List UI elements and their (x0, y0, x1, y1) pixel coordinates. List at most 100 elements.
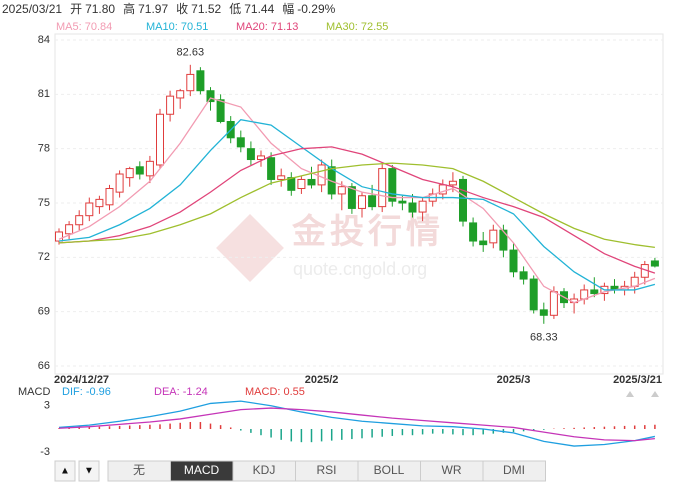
candle-body (236, 137, 245, 148)
x-tick-label: 2025/3 (497, 374, 531, 386)
candle-body (125, 168, 134, 179)
y-tick-label: 69 (38, 306, 50, 318)
candle-body (55, 231, 63, 242)
candle-body (368, 195, 377, 208)
candle-body (196, 70, 205, 92)
quote-header: 2025/03/21 开 71.80 高 71.97 收 71.52 低 71.44 幅 -0.29… (2, 1, 336, 16)
candle-body (206, 90, 215, 103)
quote-item: 低 (229, 2, 241, 16)
quote-item: 71.52 (191, 2, 221, 16)
candle-body (448, 180, 457, 186)
scroll-marker (626, 391, 659, 397)
candle-body (166, 95, 175, 115)
legend-entry: MA30: 72.55 (326, 21, 388, 33)
legend-entry: MA5: 70.84 (56, 21, 112, 33)
legend-entry: DIF: -0.96 (62, 386, 111, 398)
candle-body (388, 168, 397, 202)
candle-body (95, 198, 104, 208)
indicator-line (58, 407, 655, 442)
indicator-line (58, 97, 656, 304)
tab-label[interactable]: RSI (316, 463, 336, 477)
candle-body (176, 90, 185, 99)
candle-body (257, 155, 265, 161)
arrow-label[interactable]: ▼ (84, 466, 94, 477)
tab-label[interactable]: DMI (503, 463, 525, 477)
arrow-button[interactable] (54, 460, 76, 482)
candle-body (459, 178, 467, 222)
quote-item: 2025/03/21 (2, 2, 62, 16)
candle-body (267, 157, 276, 180)
quote-item: 71.97 (138, 2, 168, 16)
x-tick-label: 2025/2 (305, 374, 339, 386)
y-tick-label: 3 (44, 400, 50, 412)
candle-body (75, 215, 84, 226)
tab-label[interactable]: BOLL (374, 463, 405, 477)
indicator-line (58, 146, 656, 274)
candle-body (277, 175, 286, 180)
tab-label[interactable]: KDJ (253, 463, 276, 477)
candle-body (549, 291, 558, 316)
legend-entry: DEA: -1.24 (154, 386, 208, 398)
quote-item: -0.29% (297, 2, 335, 16)
candle-body (156, 113, 164, 166)
quote-item: 幅 (282, 1, 294, 16)
candle-body (590, 289, 599, 295)
candle-body (408, 202, 417, 213)
candle-body (135, 166, 144, 175)
candle-body (317, 164, 326, 186)
candle-body (519, 271, 528, 280)
legend-entry: MACD: 0.55 (245, 386, 305, 398)
candle-body (337, 186, 346, 195)
candle-body (650, 260, 659, 267)
candle-body (105, 188, 114, 206)
candle-body (186, 73, 195, 92)
candle-body (469, 222, 478, 242)
candle-body (358, 195, 366, 209)
indicator-line (58, 118, 656, 291)
quote-item: 高 (123, 1, 135, 16)
x-tick-label: 2024/12/27 (54, 374, 109, 386)
tab-label[interactable]: MACD (184, 463, 220, 477)
candle-body (347, 186, 356, 209)
candle-body (307, 178, 316, 186)
tab-label[interactable]: WR (442, 463, 462, 477)
arrow-button[interactable] (78, 460, 100, 482)
candle-body (246, 148, 255, 161)
quote-item: 收 (176, 2, 188, 16)
candle-body (529, 278, 538, 311)
quote-item: 开 (70, 2, 82, 16)
arrow-label[interactable]: ▲ (60, 466, 70, 477)
candle-body (398, 200, 407, 204)
candle-body (216, 99, 225, 123)
y-tick-label: 75 (38, 197, 50, 209)
y-tick-label: 84 (38, 34, 50, 46)
plot-frame (54, 33, 664, 375)
watermark-logo (216, 214, 284, 282)
candle-body (509, 249, 518, 273)
candle-body (85, 202, 94, 217)
y-tick-label: 66 (38, 360, 50, 372)
panel-title: MACD (18, 386, 50, 398)
quote-item: 71.44 (244, 2, 274, 16)
candle-body (499, 229, 508, 251)
candle-body (378, 168, 387, 208)
watermark-site: quote.cngold.org (293, 259, 427, 279)
candle-body (297, 178, 306, 190)
y-tick-label: 81 (38, 88, 50, 100)
y-tick-label: 72 (38, 251, 50, 263)
y-tick-label: 78 (38, 143, 50, 155)
tab[interactable] (482, 460, 546, 482)
quote-item: 71.80 (85, 2, 115, 16)
watermark-brand: 金投行情 (291, 212, 444, 251)
tab-label[interactable]: 无 (133, 463, 145, 477)
candle-body (418, 200, 427, 213)
candle-body (115, 173, 124, 193)
candle-body (287, 177, 296, 191)
indicator-line (58, 400, 656, 447)
candle-body (539, 309, 548, 316)
max-label: 82.63 (177, 47, 205, 59)
candle-body (65, 224, 74, 235)
min-label: 68.33 (530, 332, 558, 344)
y-tick-label: -3 (40, 446, 50, 458)
